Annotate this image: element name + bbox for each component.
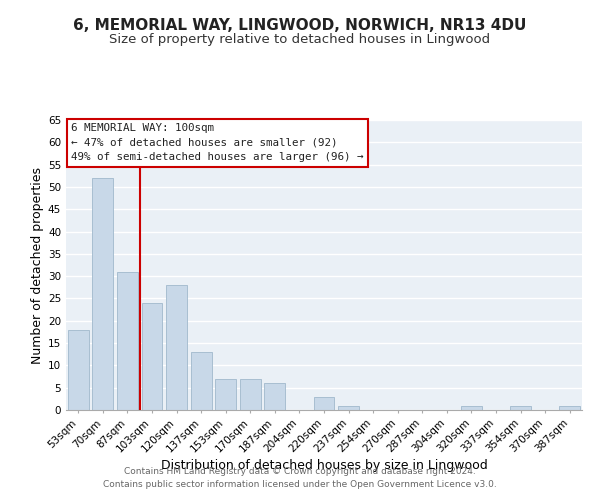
Bar xyxy=(191,352,212,410)
Bar xyxy=(314,396,334,410)
Text: Contains HM Land Registry data © Crown copyright and database right 2024.: Contains HM Land Registry data © Crown c… xyxy=(124,467,476,476)
Y-axis label: Number of detached properties: Number of detached properties xyxy=(31,166,44,364)
Text: 6 MEMORIAL WAY: 100sqm
← 47% of detached houses are smaller (92)
49% of semi-det: 6 MEMORIAL WAY: 100sqm ← 47% of detached… xyxy=(71,123,364,162)
Text: Contains public sector information licensed under the Open Government Licence v3: Contains public sector information licen… xyxy=(103,480,497,489)
Bar xyxy=(215,379,236,410)
Bar xyxy=(559,406,580,410)
Bar xyxy=(240,379,261,410)
Text: 6, MEMORIAL WAY, LINGWOOD, NORWICH, NR13 4DU: 6, MEMORIAL WAY, LINGWOOD, NORWICH, NR13… xyxy=(73,18,527,32)
Bar xyxy=(338,406,359,410)
Bar xyxy=(461,406,482,410)
X-axis label: Distribution of detached houses by size in Lingwood: Distribution of detached houses by size … xyxy=(161,458,487,471)
Bar xyxy=(510,406,531,410)
Bar xyxy=(142,303,163,410)
Text: Size of property relative to detached houses in Lingwood: Size of property relative to detached ho… xyxy=(109,32,491,46)
Bar xyxy=(92,178,113,410)
Bar xyxy=(166,285,187,410)
Bar xyxy=(265,383,286,410)
Bar xyxy=(68,330,89,410)
Bar xyxy=(117,272,138,410)
